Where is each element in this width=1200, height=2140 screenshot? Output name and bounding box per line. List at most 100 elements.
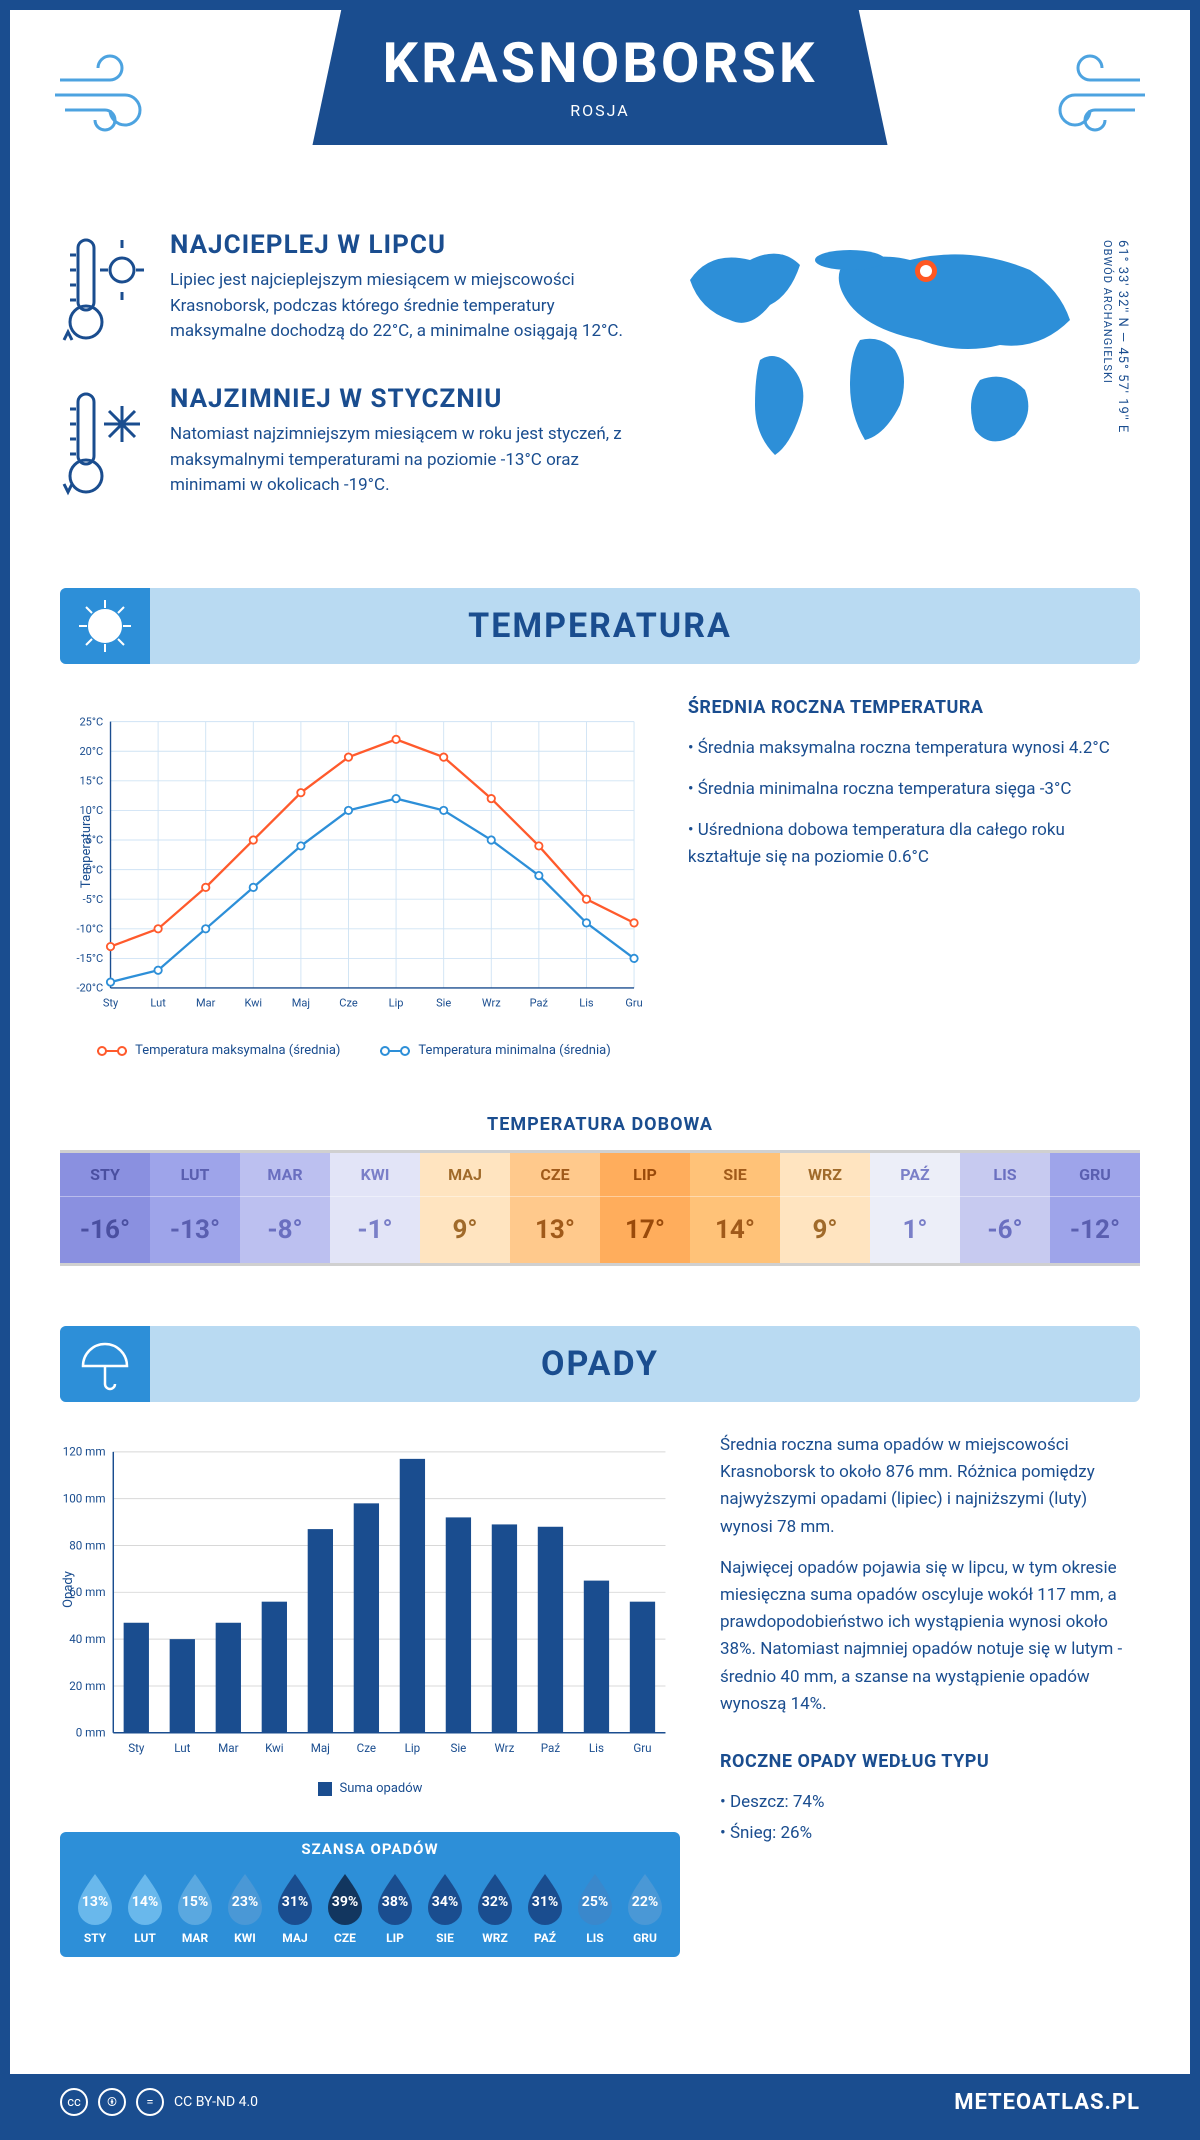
rain-drop: 25% [570,1870,620,1925]
footer: cc 🅯 = CC BY-ND 4.0 METEOATLAS.PL [10,2074,1190,2130]
temp-cell: KWI-1° [330,1153,420,1263]
drop-month-label: MAJ [270,1931,320,1945]
rain-drop: 38% [370,1870,420,1925]
avg-temp-b3: • Uśredniona dobowa temperatura dla całe… [688,817,1140,871]
city-title: KRASNOBORSK [382,30,817,96]
svg-text:Lut: Lut [174,1741,190,1755]
svg-text:Paź: Paź [541,1741,561,1755]
precip-section-header: OPADY [60,1326,1140,1402]
temp-cell: WRZ9° [780,1153,870,1263]
cc-icon: cc [60,2088,88,2116]
precip-p2: Najwięcej opadów pojawia się w lipcu, w … [720,1555,1140,1718]
intro-row: NAJCIEPLEJ W LIPCU Lipiec jest najcieple… [10,210,1190,568]
svg-text:Lis: Lis [589,1741,604,1755]
drop-month-label: LUT [120,1931,170,1945]
svg-text:25°C: 25°C [79,715,103,728]
svg-text:Wrz: Wrz [482,996,501,1009]
rain-drop: 31% [270,1870,320,1925]
legend-min: Temperatura minimalna (średnia) [380,1043,610,1058]
rain-drop: 39% [320,1870,370,1925]
svg-text:120 mm: 120 mm [63,1445,106,1459]
temp-cell: CZE13° [510,1153,600,1263]
rain-drop: 14% [120,1870,170,1925]
header: KRASNOBORSK ROSJA [10,10,1190,210]
precip-p1: Średnia roczna suma opadów w miejscowośc… [720,1432,1140,1541]
temp-y-label: Temperatura [79,815,94,888]
svg-text:40 mm: 40 mm [69,1632,105,1646]
svg-text:Lip: Lip [405,1741,421,1755]
svg-text:-15°C: -15°C [76,952,103,965]
svg-text:Paź: Paź [530,996,549,1009]
chance-title: SZANSA OPADÓW [60,1832,680,1864]
drop-month-label: MAR [170,1931,220,1945]
svg-text:Sty: Sty [103,996,119,1009]
temp-cell: GRU-12° [1050,1153,1140,1263]
wind-icon [50,40,170,144]
svg-text:Mar: Mar [196,996,216,1009]
location-marker-icon [915,260,937,282]
drop-month-label: CZE [320,1931,370,1945]
umbrella-icon [60,1326,150,1402]
temp-cell: LIP17° [600,1153,690,1263]
drop-month-label: LIS [570,1931,620,1945]
svg-text:20 mm: 20 mm [69,1679,105,1693]
warmest-title: NAJCIEPLEJ W LIPCU [170,230,630,260]
country-subtitle: ROSJA [382,101,817,120]
rain-drop: 23% [220,1870,270,1925]
temp-side-text: ŚREDNIA ROCZNA TEMPERATURA • Średnia mak… [688,694,1140,1074]
svg-text:Maj: Maj [292,996,310,1009]
precip-rain: • Deszcz: 74% [720,1789,1140,1816]
warmest-text: Lipiec jest najcieplejszym miesiącem w m… [170,268,630,345]
svg-text:Gru: Gru [633,1741,651,1755]
daily-temp-table: STY-16°LUT-13°MAR-8°KWI-1°MAJ9°CZE13°LIP… [60,1150,1140,1266]
legend-precip: Suma opadów [318,1781,423,1796]
precip-y-label: Opady [61,1571,76,1608]
avg-temp-b2: • Średnia minimalna roczna temperatura s… [688,776,1140,803]
svg-text:Mar: Mar [218,1741,238,1755]
svg-text:15°C: 15°C [79,775,103,788]
svg-text:-10°C: -10°C [76,922,103,935]
world-map-icon [660,230,1090,470]
drop-month-label: PAŹ [520,1931,570,1945]
coldest-title: NAJZIMNIEJ W STYCZNIU [170,384,630,414]
daily-temp-title: TEMPERATURA DOBOWA [10,1114,1190,1135]
svg-text:20°C: 20°C [79,745,103,758]
world-map-block: 61° 33' 32'' N — 45° 57' 19'' E OBWÓD AR… [660,230,1140,538]
coordinates-label: 61° 33' 32'' N — 45° 57' 19'' E OBWÓD AR… [1100,230,1130,433]
license-text: CC BY-ND 4.0 [174,2094,258,2110]
thermometer-sun-icon [60,230,150,354]
svg-text:Sie: Sie [436,996,451,1009]
svg-text:Lis: Lis [579,996,594,1009]
precip-snow: • Śnieg: 26% [720,1820,1140,1847]
temp-cell: SIE14° [690,1153,780,1263]
temperature-line-chart: Temperatura -20°C-15°C-10°C-5°C0°C5°C10°… [60,694,648,1074]
precip-side-text: Średnia roczna suma opadów w miejscowośc… [720,1432,1140,1957]
temp-cell: MAR-8° [240,1153,330,1263]
by-icon: 🅯 [98,2088,126,2116]
temp-cell: STY-16° [60,1153,150,1263]
drop-month-label: LIP [370,1931,420,1945]
temperature-section-header: TEMPERATURA [60,588,1140,664]
svg-text:Wrz: Wrz [494,1741,514,1755]
svg-text:-20°C: -20°C [76,982,103,995]
temp-cell: LIS-6° [960,1153,1050,1263]
rain-drop: 15% [170,1870,220,1925]
avg-temp-b1: • Średnia maksymalna roczna temperatura … [688,735,1140,762]
rain-chance-strip: SZANSA OPADÓW 13%14%15%23%31%39%38%34%32… [60,1832,680,1957]
thermometer-snow-icon [60,384,150,508]
nd-icon: = [136,2088,164,2116]
title-banner: KRASNOBORSK ROSJA [312,10,887,145]
warmest-block: NAJCIEPLEJ W LIPCU Lipiec jest najcieple… [60,230,630,354]
svg-text:80 mm: 80 mm [69,1538,105,1552]
svg-text:Maj: Maj [311,1741,330,1755]
svg-text:100 mm: 100 mm [63,1492,106,1506]
avg-temp-title: ŚREDNIA ROCZNA TEMPERATURA [688,694,1140,723]
drop-month-label: STY [70,1931,120,1945]
temp-cell: MAJ9° [420,1153,510,1263]
svg-text:Cze: Cze [339,996,358,1009]
brand-label: METEOATLAS.PL [954,2090,1140,2115]
rain-drop: 22% [620,1870,670,1925]
svg-text:-5°C: -5°C [83,893,104,906]
wind-icon [1030,40,1150,144]
coldest-text: Natomiast najzimniejszym miesiącem w rok… [170,422,630,499]
